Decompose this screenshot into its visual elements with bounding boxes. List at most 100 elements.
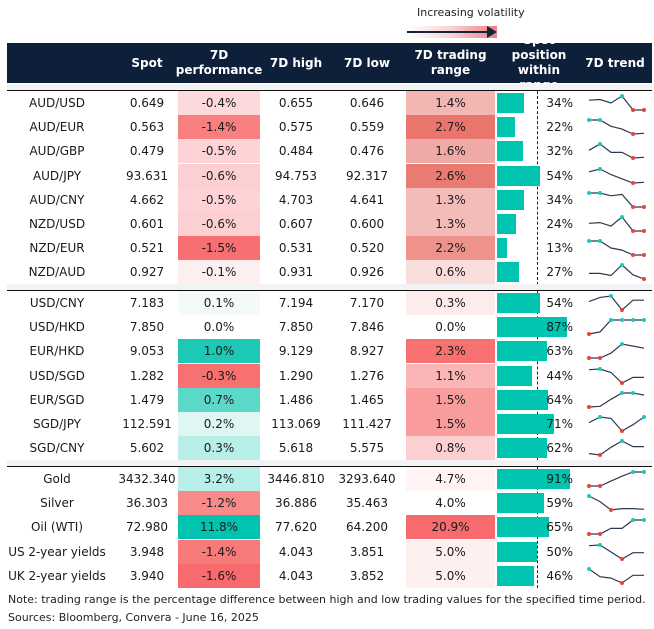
table-row: AUD/EUR 0.563 -1.4% 0.575 0.559 2.7% 22% <box>7 115 652 140</box>
perf-value: -1.2% <box>178 491 260 516</box>
instrument-name: USD/SGD <box>29 368 85 383</box>
perf-value: 11.8% <box>178 515 260 540</box>
low-value: 1.276 <box>349 368 385 383</box>
range-value: 4.7% <box>406 467 495 491</box>
position-bar <box>497 438 547 459</box>
instrument-name: AUD/CNY <box>29 192 85 207</box>
high-value: 5.618 <box>278 441 314 456</box>
trend-high-marker <box>587 118 591 123</box>
trend-high-marker <box>598 239 602 244</box>
instrument-name: AUD/GBP <box>29 144 85 159</box>
low-value: 0.520 <box>349 241 385 256</box>
trend-low-marker <box>642 277 646 282</box>
trend-line <box>588 367 644 384</box>
trend-low-marker <box>631 204 635 209</box>
trend-high-marker <box>620 263 624 268</box>
trend-line <box>588 143 645 159</box>
trend-line <box>588 416 645 432</box>
trend-line <box>588 167 645 184</box>
instrument-name: US 2-year yields <box>8 544 106 559</box>
position-bar <box>497 414 554 434</box>
trend-high-marker <box>631 470 635 474</box>
header-low: 7D low <box>344 55 390 70</box>
position-bar <box>497 541 537 562</box>
header-range: 7D trading range <box>414 48 487 77</box>
high-value: 77.620 <box>275 520 317 535</box>
position-label: 34% <box>546 96 573 110</box>
range-value: 1.3% <box>406 212 495 236</box>
position-bar <box>497 565 534 586</box>
trend-line <box>588 216 644 232</box>
position-bar <box>497 238 508 259</box>
trend-line <box>589 264 645 280</box>
low-value: 5.575 <box>349 441 385 456</box>
trend-low-marker <box>609 508 613 513</box>
trend-line <box>589 519 644 535</box>
header-position: Spot position within range <box>511 33 567 92</box>
trend-low-marker <box>631 253 635 258</box>
position-label: 54% <box>546 296 573 310</box>
trend-low-marker <box>642 204 646 209</box>
trend-low-marker <box>620 380 624 385</box>
position-label: 62% <box>546 441 573 456</box>
trend-low-marker <box>587 404 591 409</box>
trend-low-marker <box>620 580 624 585</box>
spot-value: 1.282 <box>129 368 165 383</box>
instrument-name: EUR/SGD <box>29 392 85 407</box>
table-row: Oil (WTI) 72.980 11.8% 77.620 64.200 20.… <box>7 515 652 540</box>
table-row: AUD/JPY 93.631 -0.6% 94.753 92.317 2.6% … <box>7 163 652 188</box>
position-label: 32% <box>546 144 573 159</box>
low-value: 1.465 <box>349 392 385 407</box>
perf-value: 3.2% <box>178 467 260 491</box>
trend-line <box>589 471 644 487</box>
high-value: 1.486 <box>278 392 314 407</box>
instrument-name: NZD/USD <box>28 217 86 231</box>
trend-low-marker <box>631 156 635 161</box>
sources: Sources: Bloomberg, Convera - June 16, 2… <box>8 611 259 624</box>
trend-sparkline <box>588 94 646 112</box>
trend-line <box>588 319 644 335</box>
trend-high-marker <box>609 294 613 298</box>
low-value: 35.463 <box>346 496 388 511</box>
trend-high-marker <box>642 318 646 323</box>
trend-low-marker <box>631 132 635 137</box>
low-value: 0.559 <box>349 120 385 135</box>
position-label: 34% <box>546 192 573 207</box>
trend-sparkline <box>587 494 645 513</box>
perf-value: -0.3% <box>178 363 260 388</box>
high-value: 0.607 <box>278 217 314 231</box>
trend-high-marker <box>631 318 635 323</box>
table-row: US 2-year yields 3.948 -1.4% 4.043 3.851… <box>7 539 652 564</box>
position-bar <box>497 93 525 113</box>
low-value: 0.600 <box>349 217 385 231</box>
instrument-name: Gold <box>43 472 71 486</box>
table-row: Gold 3432.340 3.2% 3446.810 3293.640 4.7… <box>7 467 652 491</box>
trend-low-marker <box>642 229 646 233</box>
spot-value: 3432.340 <box>118 472 176 486</box>
high-value: 0.931 <box>278 265 314 280</box>
table-row: Silver 36.303 -1.2% 36.886 35.463 4.0% 5… <box>7 491 652 516</box>
perf-value: 0.0% <box>178 315 260 340</box>
position-bar <box>497 165 541 186</box>
high-value: 7.194 <box>278 296 314 310</box>
perf-value: 0.2% <box>178 412 260 436</box>
trend-high-marker <box>598 166 602 171</box>
footnote: Note: trading range is the percentage di… <box>8 593 646 606</box>
trend-sparkline <box>587 118 645 137</box>
low-value: 3293.640 <box>338 472 396 486</box>
instrument-name: USD/CNY <box>29 296 85 310</box>
position-label: 65% <box>546 520 573 535</box>
position-label: 46% <box>546 568 573 583</box>
trend-line <box>588 568 644 584</box>
spot-value: 36.303 <box>126 496 168 511</box>
trend-high-marker <box>598 366 602 371</box>
trend-line <box>588 95 644 111</box>
range-value: 1.4% <box>406 91 495 115</box>
position-bar <box>497 117 515 138</box>
trend-high-marker <box>587 494 591 499</box>
perf-value: -1.4% <box>178 115 260 140</box>
trend-high-marker <box>598 190 602 195</box>
spot-value: 7.850 <box>129 320 165 335</box>
trend-high-marker <box>642 518 646 523</box>
header-high: 7D high <box>269 55 323 70</box>
